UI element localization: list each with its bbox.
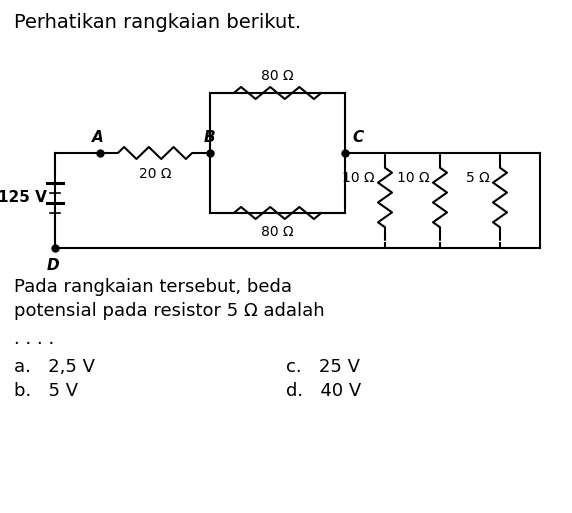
Text: potensial pada resistor 5 Ω adalah: potensial pada resistor 5 Ω adalah — [14, 302, 325, 320]
Text: B: B — [203, 130, 215, 145]
Text: A: A — [92, 130, 104, 145]
Text: C: C — [352, 130, 363, 145]
Text: . . . .: . . . . — [14, 330, 54, 348]
Text: Perhatikan rangkaian berikut.: Perhatikan rangkaian berikut. — [14, 13, 301, 32]
Text: b.   5 V: b. 5 V — [14, 382, 78, 400]
Text: D: D — [47, 258, 59, 273]
Text: 80 Ω: 80 Ω — [261, 69, 294, 83]
Text: a.   2,5 V: a. 2,5 V — [14, 358, 95, 376]
Text: 10 Ω: 10 Ω — [343, 171, 375, 185]
Text: d.   40 V: d. 40 V — [286, 382, 362, 400]
Text: 20 Ω: 20 Ω — [139, 167, 171, 181]
Text: 5 Ω: 5 Ω — [466, 171, 490, 185]
Text: 125 V: 125 V — [0, 190, 47, 206]
Text: 10 Ω: 10 Ω — [398, 171, 430, 185]
Text: c.   25 V: c. 25 V — [286, 358, 360, 376]
Text: 80 Ω: 80 Ω — [261, 225, 294, 239]
Text: Pada rangkaian tersebut, beda: Pada rangkaian tersebut, beda — [14, 278, 292, 296]
